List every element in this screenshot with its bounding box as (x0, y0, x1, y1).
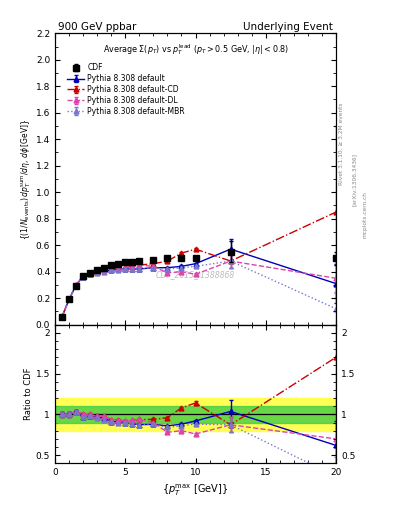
Text: [arXiv:1306.3436]: [arXiv:1306.3436] (352, 153, 357, 206)
Text: Underlying Event: Underlying Event (243, 22, 333, 32)
Text: Average $\Sigma(p_T)$ vs $p_T^\mathrm{lead}$ ($p_T > 0.5$ GeV, $|\eta| < 0.8$): Average $\Sigma(p_T)$ vs $p_T^\mathrm{le… (103, 42, 288, 57)
Text: 900 GeV ppbar: 900 GeV ppbar (58, 22, 136, 32)
X-axis label: $\{p_T^\mathrm{max}\ [\mathrm{GeV}]\}$: $\{p_T^\mathrm{max}\ [\mathrm{GeV}]\}$ (162, 483, 229, 498)
Bar (55, 406, 336, 422)
Text: CDF_2015_I1388868: CDF_2015_I1388868 (156, 271, 235, 280)
Y-axis label: Ratio to CDF: Ratio to CDF (24, 368, 33, 420)
Y-axis label: $\{(1/N_\mathrm{events})\,dp_T^\mathrm{sum}/d\eta,\,d\phi\,[\mathrm{GeV}]\}$: $\{(1/N_\mathrm{events})\,dp_T^\mathrm{s… (20, 118, 33, 240)
Text: Rivet 3.1.10, ≥ 3.2M events: Rivet 3.1.10, ≥ 3.2M events (339, 102, 344, 185)
Bar (55, 398, 336, 431)
Legend: CDF, Pythia 8.308 default, Pythia 8.308 default-CD, Pythia 8.308 default-DL, Pyt: CDF, Pythia 8.308 default, Pythia 8.308 … (67, 63, 185, 116)
Text: mcplots.cern.ch: mcplots.cern.ch (362, 191, 367, 239)
